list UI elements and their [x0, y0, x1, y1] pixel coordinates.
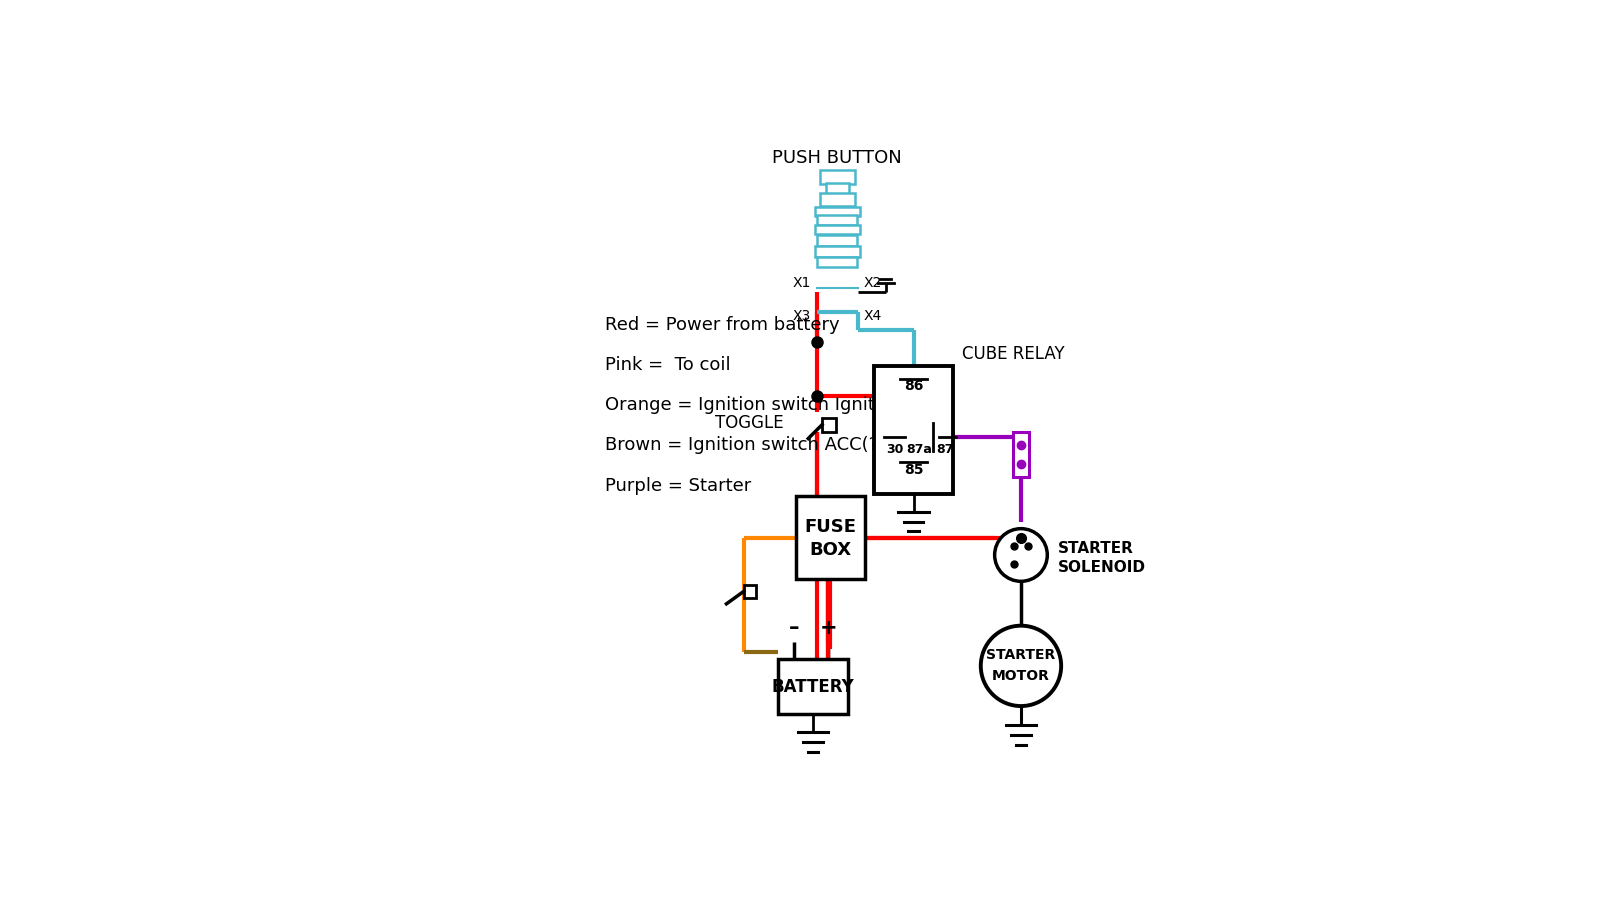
Bar [779, 659, 848, 715]
Text: 30: 30 [886, 443, 902, 456]
Bar [818, 256, 858, 267]
Text: FUSE: FUSE [805, 518, 856, 536]
Text: BATTERY: BATTERY [771, 678, 854, 696]
Text: Purple = Starter: Purple = Starter [605, 477, 752, 495]
Bar [814, 226, 859, 235]
Text: SOLENOID: SOLENOID [1058, 560, 1146, 575]
Text: PUSH BUTTON: PUSH BUTTON [773, 148, 902, 166]
Text: X3: X3 [792, 309, 811, 323]
Bar [819, 170, 854, 184]
Bar [814, 247, 859, 256]
Bar [819, 193, 854, 206]
Bar [826, 183, 850, 194]
Text: Pink =  To coil: Pink = To coil [605, 356, 731, 374]
Bar [1013, 432, 1029, 477]
Text: X4: X4 [864, 309, 882, 323]
Bar [874, 366, 954, 494]
Text: 87: 87 [936, 443, 954, 456]
Text: MOTOR: MOTOR [992, 670, 1050, 683]
Bar [744, 585, 757, 598]
Text: STARTER: STARTER [1058, 541, 1133, 555]
Text: X2: X2 [864, 276, 882, 291]
Text: 85: 85 [904, 464, 923, 477]
Text: STARTER: STARTER [986, 649, 1056, 662]
Text: 86: 86 [904, 379, 923, 392]
Text: Orange = Ignition switch Ignition(?): Orange = Ignition switch Ignition(?) [605, 396, 926, 414]
Circle shape [981, 626, 1061, 707]
Text: TOGGLE: TOGGLE [715, 414, 784, 432]
Text: CUBE RELAY: CUBE RELAY [962, 345, 1064, 363]
Text: +: + [819, 618, 837, 638]
Bar [818, 215, 858, 226]
Text: Red = Power from battery: Red = Power from battery [605, 316, 840, 334]
Text: Brown = Ignition switch ACC(?): Brown = Ignition switch ACC(?) [605, 436, 885, 454]
Bar [814, 207, 859, 216]
Text: BOX: BOX [810, 541, 851, 559]
Text: –: – [789, 618, 798, 638]
Text: X1: X1 [792, 276, 811, 291]
Text: 87a: 87a [906, 443, 933, 456]
Bar [818, 235, 858, 246]
Bar [795, 496, 866, 580]
Bar [822, 418, 835, 432]
Circle shape [995, 528, 1048, 581]
